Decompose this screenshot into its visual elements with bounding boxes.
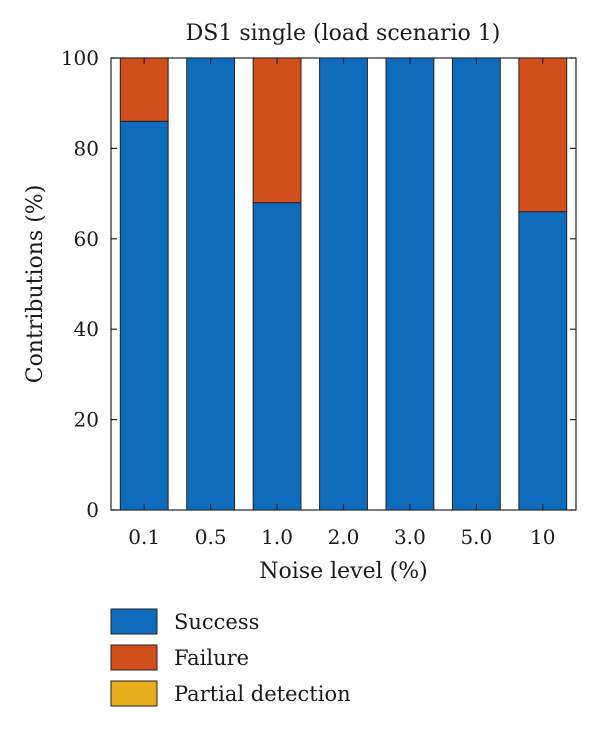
bar-success: [385, 57, 435, 511]
bar-success: [451, 57, 501, 511]
y-tick-label: 60: [74, 227, 99, 251]
bar-success: [518, 211, 568, 511]
x-tick-label: 10: [530, 525, 555, 549]
x-tick-label: 0.5: [195, 525, 227, 549]
x-axis-label: Noise level (%): [259, 559, 427, 584]
legend: Success Failure Partial detection: [110, 608, 351, 707]
bar-success: [119, 120, 169, 511]
bar-success: [319, 57, 368, 511]
legend-label: Partial detection: [174, 682, 351, 706]
x-tick-label: 0.1: [128, 525, 160, 549]
y-axis-label: Contributions (%): [23, 185, 48, 384]
x-tick-label: 3.0: [394, 525, 426, 549]
y-tick-label: 0: [86, 498, 99, 522]
legend-swatch-success: [110, 608, 158, 635]
legend-swatch-failure: [110, 644, 158, 671]
bar-success: [252, 202, 302, 511]
x-tick-label: 5.0: [460, 525, 492, 549]
legend-label: Success: [174, 610, 259, 634]
y-tick-label: 20: [74, 408, 99, 432]
plot-area: 0 20 40 60 80 100 0.1 0.5 1.0 2.0 3.0 5.0 10 Noise le…: [23, 46, 577, 584]
y-tick-label: 80: [74, 136, 99, 160]
y-tick-label: 100: [61, 46, 99, 70]
bar-failure: [252, 57, 302, 204]
bar-success: [186, 57, 236, 511]
y-tick-label: 40: [74, 317, 99, 341]
chart-title: DS1 single (load scenario 1): [186, 21, 501, 46]
bar-failure: [518, 57, 568, 213]
bar-failure: [119, 57, 169, 122]
x-tick-label: 2.0: [328, 525, 360, 549]
legend-label: Failure: [174, 646, 249, 670]
legend-swatch-partial-detection: [110, 680, 158, 707]
x-tick-label: 1.0: [261, 525, 293, 549]
